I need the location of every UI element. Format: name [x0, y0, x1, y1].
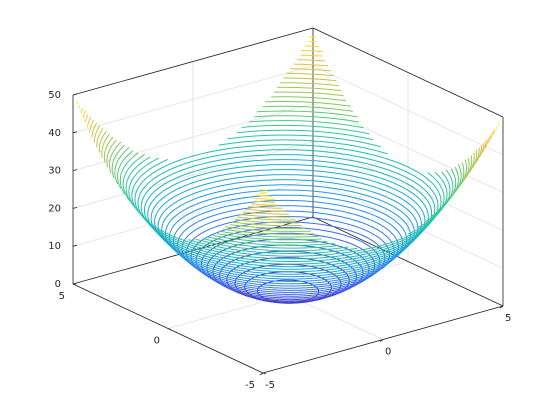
x-tick-label: 0: [385, 347, 391, 358]
y-tick-label: 5: [59, 291, 65, 302]
contour-line: [91, 68, 485, 212]
contour-line: [89, 63, 487, 209]
z-tick-label: 40: [48, 128, 61, 139]
axis-box: [312, 27, 504, 118]
contour-line: [137, 149, 439, 260]
contour-line: [87, 59, 489, 206]
contour-line: [82, 50, 494, 200]
grid-line: [312, 103, 504, 194]
contour-line: [78, 41, 498, 194]
z-tick-label: 30: [48, 166, 61, 177]
contour-line: [93, 72, 483, 215]
z-tick-label: 20: [48, 203, 61, 214]
contour-line: [154, 174, 422, 273]
contour-line: [109, 101, 467, 232]
contour-line: [114, 110, 462, 238]
z-tick-label: 50: [48, 90, 61, 101]
x-tick: [499, 305, 504, 309]
y-tick: [262, 372, 267, 375]
y-tick-label: 0: [154, 336, 160, 347]
contour-line: [143, 159, 433, 265]
z-tick-label: 0: [55, 279, 61, 290]
contour-line: [125, 129, 451, 249]
contour-line: [147, 164, 429, 268]
x-tick-label: -5: [265, 380, 275, 391]
contour-line: [103, 91, 473, 227]
grid-line: [312, 178, 504, 269]
z-tick: [72, 207, 78, 209]
z-tick: [72, 244, 78, 247]
contour-line: [84, 54, 492, 203]
contour-line: [106, 96, 470, 230]
grid-line: [72, 65, 314, 134]
contour-line: [80, 45, 496, 197]
contour-line: [157, 179, 419, 275]
y-tick: [167, 328, 172, 330]
z-tick-label: 10: [48, 241, 61, 252]
x-tick-label: 5: [505, 313, 511, 324]
grid-line: [72, 140, 314, 209]
y-tick-label: -5: [245, 380, 255, 391]
z-tick: [72, 169, 78, 171]
contour-line: [134, 144, 442, 257]
z-tick: [72, 282, 78, 285]
contour-line: [128, 134, 448, 252]
axis-box: [72, 27, 314, 96]
contour-line: [161, 184, 415, 278]
axis-box: [312, 216, 504, 307]
contour-line: [76, 36, 500, 191]
grid-line: [72, 103, 314, 172]
contour-line: [150, 169, 426, 270]
contour-line: [140, 154, 436, 262]
grid-line: [312, 140, 504, 231]
contour-line: [98, 82, 478, 221]
x-tick: [259, 372, 264, 376]
contour-line: [122, 124, 454, 246]
contour-line: [111, 105, 465, 235]
z-tick: [72, 93, 78, 96]
contour-line: [96, 77, 480, 218]
contour-line: [119, 120, 457, 244]
x-tick: [379, 339, 384, 342]
grid-line: [312, 65, 504, 156]
z-tick: [72, 131, 78, 134]
contour-line: [131, 139, 445, 254]
contour-line: [101, 86, 475, 224]
contour-line: [117, 115, 459, 241]
